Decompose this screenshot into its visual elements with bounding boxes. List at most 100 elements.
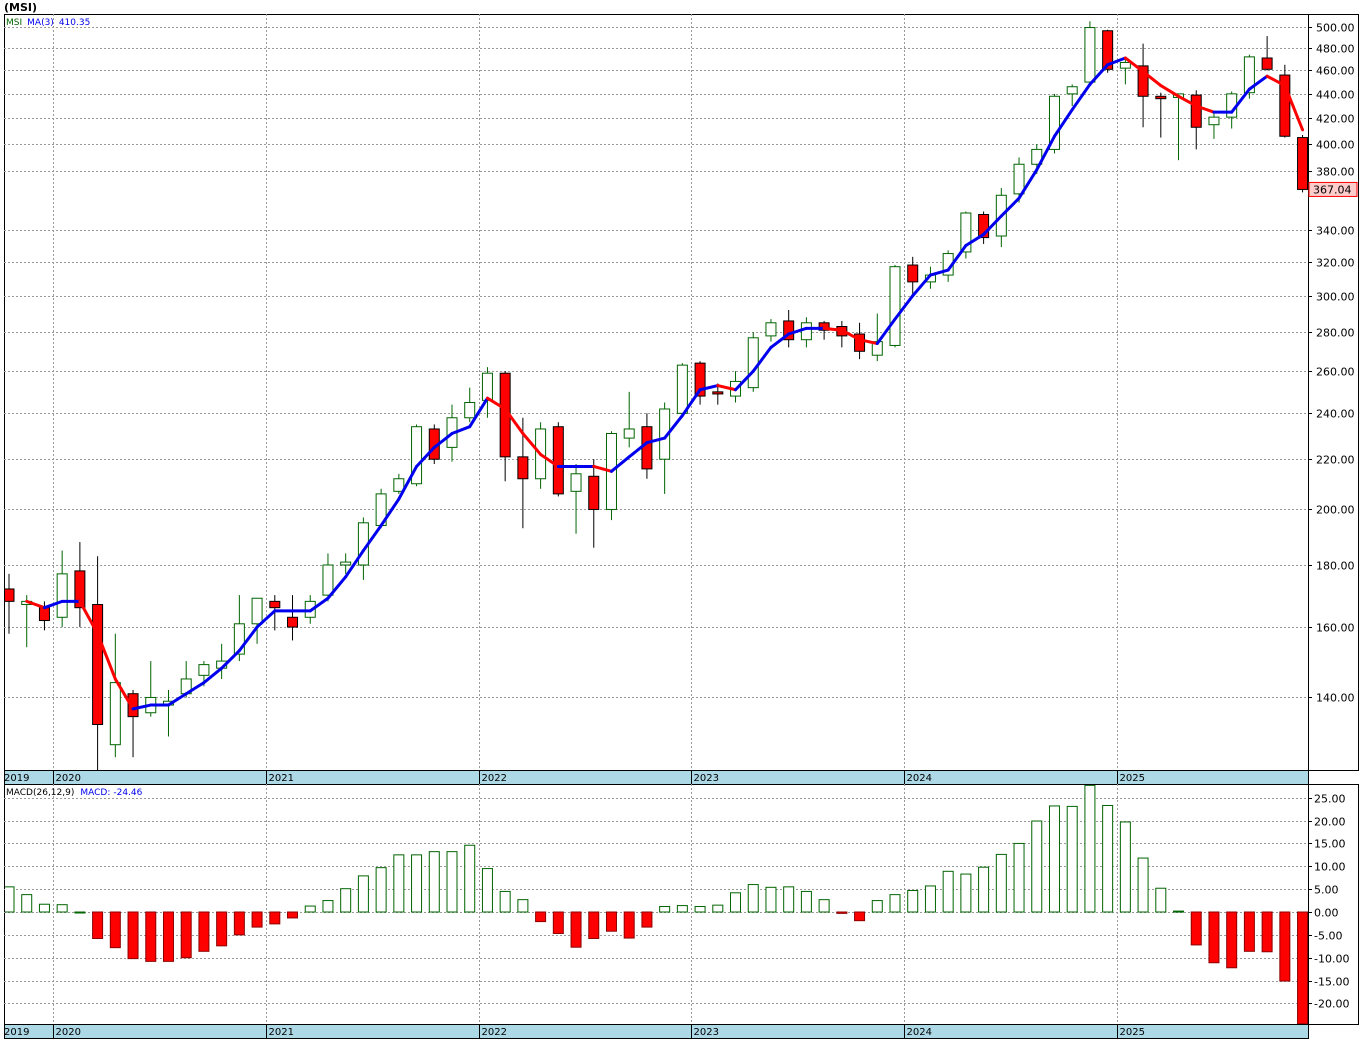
macd-bar [535, 911, 547, 923]
y-tick-label: 380.00 [1316, 166, 1355, 179]
candle-body [854, 333, 866, 352]
candle-body [198, 664, 210, 676]
candle-body [765, 322, 777, 337]
x-tick-label: 2019 [4, 773, 29, 784]
ma-segment [25, 599, 46, 610]
candle-body [1119, 61, 1131, 69]
ma-segment [1035, 134, 1056, 172]
macd-bar [446, 851, 458, 913]
y-tick-label: 160.00 [1316, 622, 1355, 635]
macd-bar [1243, 911, 1255, 952]
macd-bar [1190, 911, 1202, 946]
candle-body [960, 212, 972, 253]
ma-segment [645, 436, 667, 445]
candle-body [92, 604, 104, 725]
macd-bar [233, 911, 245, 936]
ma-segment [1123, 56, 1145, 74]
macd-bar [1048, 805, 1060, 913]
ma-segment [308, 596, 330, 613]
ma-segment [1106, 56, 1127, 67]
y-tick-label: 320.00 [1316, 257, 1355, 270]
macd-bar [1279, 911, 1291, 982]
macd-bar [1102, 804, 1114, 913]
candle-body [1208, 116, 1220, 126]
x-tick-label: 2022 [482, 1027, 507, 1038]
candle-body [127, 693, 139, 718]
candle-body [1137, 65, 1149, 97]
macd-y-tick-label: 20.00 [1314, 816, 1346, 829]
chart-title: (MSI) [4, 1, 37, 14]
y-tick-label: 340.00 [1316, 225, 1355, 238]
candle-body [109, 682, 121, 746]
candle-body [5, 588, 15, 602]
x-tick-label: 2020 [56, 1027, 81, 1038]
macd-bar [588, 911, 600, 940]
candle-body [287, 616, 299, 628]
macd-bar [162, 911, 174, 962]
macd-bar [56, 904, 68, 913]
x-tick-label: 2025 [1120, 773, 1145, 784]
candle-body [889, 266, 901, 346]
macd-bar [340, 888, 352, 913]
macd-y-tick-label: 0.00 [1314, 907, 1339, 920]
macd-bar [1031, 820, 1043, 913]
ma-segment [1247, 74, 1269, 91]
ma-segment [1265, 74, 1287, 88]
macd-bar [304, 905, 316, 913]
macd-y-tick-label: -15.00 [1314, 976, 1349, 989]
ma-segment [787, 326, 808, 336]
y-tick-label: 180.00 [1316, 560, 1355, 573]
ma-segment [397, 464, 419, 501]
macd-bar [5, 886, 15, 913]
ma-segment [131, 703, 153, 711]
candle-body [340, 561, 352, 566]
macd-bar [730, 892, 742, 913]
ma-segment [539, 452, 560, 468]
ma-segment [893, 294, 915, 321]
y-tick-label: 500.00 [1316, 22, 1355, 35]
price-series-group [5, 21, 1308, 770]
y-tick-label: 400.00 [1316, 139, 1355, 152]
macd-bar [145, 911, 157, 962]
y-tick-label: 240.00 [1316, 408, 1355, 421]
ma-segment [113, 677, 135, 711]
ma-segment [326, 575, 348, 600]
ma-segment [202, 666, 224, 685]
macd-bar [216, 911, 228, 947]
candle-body [481, 372, 493, 401]
candle-body [517, 456, 529, 480]
macd-bar [375, 867, 387, 913]
macd-y-tick-label: 25.00 [1314, 793, 1346, 806]
ma-segment [592, 464, 613, 473]
macd-bar [995, 853, 1007, 913]
candle-body [1066, 86, 1078, 95]
ma-segment [627, 441, 649, 459]
macd-legend-value: -24.46 [113, 788, 142, 798]
macd-bar [1013, 842, 1025, 913]
macd-bar [818, 899, 830, 913]
y-tick-label: 480.00 [1316, 43, 1355, 56]
candle-body [393, 478, 405, 492]
macd-bar [800, 890, 812, 913]
x-tick-label: 2023 [694, 773, 719, 784]
macd-bar [960, 873, 972, 913]
macd-bar [109, 911, 121, 949]
macd-bar [269, 911, 281, 925]
macd-bar [747, 884, 759, 913]
ma-segment [1194, 104, 1216, 114]
ma-segment [716, 384, 738, 392]
ma-segment [982, 214, 1003, 236]
x-tick-label: 2021 [269, 1027, 294, 1038]
ma-segment [184, 681, 206, 696]
macd-bar [322, 900, 334, 913]
macd-y-tick-label: -10.00 [1314, 953, 1349, 966]
macd-bar [659, 906, 671, 913]
ma-segment [911, 273, 932, 298]
macd-series-group [5, 785, 1308, 1024]
macd-bar [198, 911, 210, 952]
ma-segment [946, 244, 968, 272]
ma-segment [751, 345, 773, 373]
candle-body [1155, 95, 1167, 100]
y-tick-label: 460.00 [1316, 65, 1355, 78]
